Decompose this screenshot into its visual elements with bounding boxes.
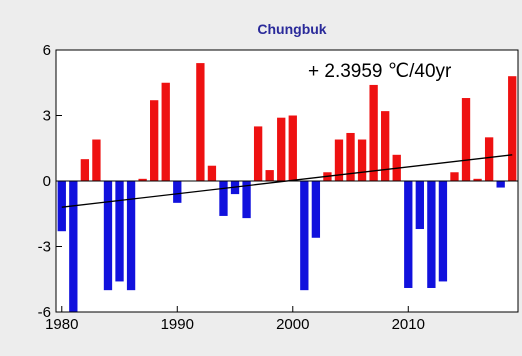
bar-1989 bbox=[161, 82, 170, 181]
bar-1999 bbox=[277, 117, 286, 181]
bar-2007 bbox=[369, 84, 378, 181]
bar-2010 bbox=[404, 181, 413, 288]
bar-1982 bbox=[80, 159, 90, 181]
trend-annotation: + 2.3959 ℃/40yr bbox=[308, 61, 452, 82]
bar-1994 bbox=[219, 181, 228, 216]
bar-2005 bbox=[346, 132, 355, 181]
bar-1980 bbox=[57, 181, 66, 232]
bar-2014 bbox=[450, 172, 459, 181]
bar-1993 bbox=[207, 165, 217, 181]
bar-2002 bbox=[311, 181, 321, 238]
trend-line bbox=[61, 154, 513, 208]
x-tick-label: 2000 bbox=[276, 316, 309, 333]
bar-1981 bbox=[69, 181, 78, 312]
x-axis: 1980 1990 2000 2010 bbox=[45, 306, 425, 333]
bar-2017 bbox=[484, 137, 494, 181]
bar-1983 bbox=[92, 139, 101, 181]
bar-2008 bbox=[381, 111, 390, 181]
bar-2004 bbox=[334, 139, 344, 181]
bar-1992 bbox=[196, 63, 205, 181]
bar-2001 bbox=[300, 181, 309, 291]
x-tick-label: 2010 bbox=[392, 316, 425, 333]
bar-1997 bbox=[253, 126, 263, 181]
y-tick-label: 3 bbox=[43, 108, 51, 125]
bar-2015 bbox=[461, 98, 471, 181]
bar-1996 bbox=[242, 181, 251, 219]
bar-2019 bbox=[508, 76, 517, 181]
bar-1986 bbox=[126, 181, 136, 291]
bar-1988 bbox=[150, 100, 159, 181]
y-tick-label: 6 bbox=[43, 42, 51, 59]
bar-2018 bbox=[496, 181, 505, 188]
bar-1984 bbox=[103, 181, 113, 291]
chart-title: Chungbuk bbox=[257, 21, 326, 37]
bar-2013 bbox=[438, 181, 448, 282]
bar-1985 bbox=[115, 181, 124, 282]
y-tick-label: -3 bbox=[38, 239, 51, 256]
bar-1987 bbox=[138, 178, 147, 181]
bar-1998 bbox=[265, 170, 274, 181]
bar-2012 bbox=[427, 181, 436, 288]
bar-2006 bbox=[357, 139, 367, 181]
x-tick-label: 1980 bbox=[45, 316, 78, 333]
bar-2016 bbox=[473, 178, 482, 181]
bar-2011 bbox=[415, 181, 424, 230]
y-tick-label: -6 bbox=[38, 304, 51, 321]
bar-2000 bbox=[288, 115, 297, 181]
bar-1990 bbox=[173, 181, 182, 203]
y-axis: -6 -3 0 3 6 bbox=[38, 42, 62, 321]
x-tick-label: 1990 bbox=[161, 316, 194, 333]
y-tick-label: 0 bbox=[43, 173, 51, 190]
